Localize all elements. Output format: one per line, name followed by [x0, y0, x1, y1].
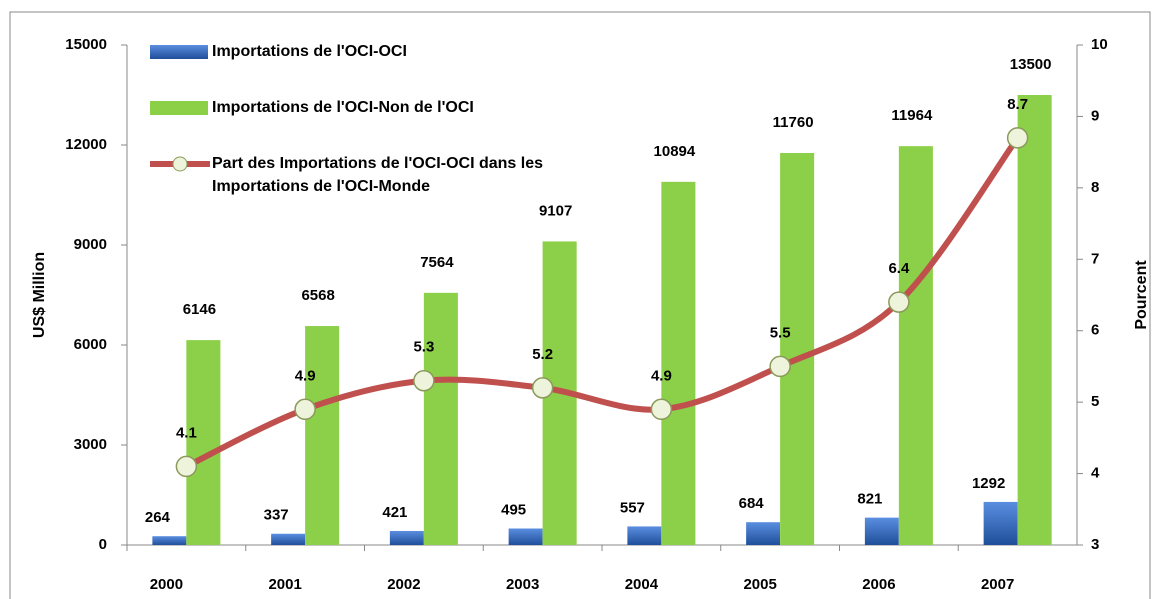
line-label: 6.4 — [888, 260, 910, 277]
bar-label: 11760 — [773, 114, 814, 131]
bar-label: 6568 — [301, 287, 334, 304]
line-marker — [175, 455, 198, 478]
x-tick-label: 2000 — [150, 576, 183, 593]
x-tick-label: 2006 — [862, 576, 895, 593]
bar-label: 821 — [857, 491, 882, 508]
line-marker — [888, 291, 910, 313]
frame — [9, 11, 1151, 599]
y-tick-label: 3000 — [74, 436, 107, 453]
y2-tick-label: 7 — [1091, 250, 1099, 267]
legend-label: Importations de l'OCI-OCI — [212, 43, 407, 60]
legend-label: Part des Importations de l'OCI-OCI dans … — [212, 155, 543, 195]
bar — [423, 292, 458, 545]
bar — [661, 181, 696, 545]
bar-label: 264 — [145, 509, 171, 526]
y-tick-label: 15000 — [65, 36, 107, 53]
line-marker — [1006, 127, 1029, 149]
x-tick-label: 2002 — [387, 576, 420, 593]
bar-label: 557 — [620, 499, 645, 516]
bar-label: 13500 — [1010, 56, 1052, 73]
x-tick-label: 2007 — [981, 576, 1014, 593]
y2-tick-label: 9 — [1091, 107, 1099, 124]
bar-label: 10894 — [654, 143, 696, 160]
line-label: 4.9 — [651, 367, 672, 384]
y-tick-label: 6000 — [74, 336, 107, 353]
line-label: 4.1 — [176, 424, 197, 441]
x-tick-label: 2003 — [506, 576, 539, 593]
legend-label: Importations de l'OCI-Non de l'OCI — [212, 99, 474, 116]
y2-tick-label: 3 — [1091, 536, 1099, 553]
y-tick-label: 9000 — [74, 236, 107, 253]
x-tick-label: 2004 — [625, 576, 659, 593]
x-tick-label: 2001 — [268, 576, 301, 593]
legend-swatch — [150, 45, 208, 59]
line-marker — [769, 355, 791, 378]
line-marker — [531, 377, 554, 399]
line-label: 8.7 — [1007, 96, 1028, 113]
bar — [898, 146, 933, 545]
bar — [186, 340, 221, 545]
bar — [1017, 95, 1052, 545]
bar-label: 337 — [264, 507, 289, 524]
y2-tick-label: 8 — [1091, 179, 1099, 196]
y2-tick-label: 4 — [1091, 465, 1100, 482]
bar — [627, 526, 662, 545]
x-tick-label: 2005 — [743, 576, 776, 593]
line-marker — [413, 369, 435, 392]
y2-tick-label: 5 — [1091, 393, 1099, 410]
y-axis-title: US$ Million — [31, 252, 48, 338]
bar — [271, 533, 306, 545]
bar — [305, 326, 340, 545]
line-label: 4.9 — [295, 367, 316, 384]
line-label: 5.3 — [413, 339, 434, 356]
bar-label: 11964 — [891, 107, 933, 124]
line-marker — [294, 398, 316, 421]
bar-label: 7564 — [420, 254, 454, 271]
y2-axis-title: Pourcent — [1133, 260, 1150, 330]
bar-label: 684 — [739, 495, 765, 512]
bar-label: 421 — [382, 504, 407, 521]
legend-marker — [172, 156, 188, 172]
bar-label: 9107 — [539, 202, 572, 219]
y2-tick-label: 10 — [1091, 36, 1108, 53]
y2-tick-label: 6 — [1091, 322, 1099, 339]
y-tick-label: 0 — [99, 536, 107, 553]
bar — [780, 153, 815, 545]
bar — [389, 530, 424, 545]
bar — [152, 536, 187, 545]
line-label: 5.5 — [770, 324, 791, 341]
legend-swatch — [150, 101, 208, 115]
bar — [746, 522, 781, 545]
y-tick-label: 12000 — [65, 136, 107, 153]
line-label: 5.2 — [532, 346, 553, 363]
bar — [983, 501, 1018, 545]
bar-label: 495 — [501, 501, 526, 518]
bar — [508, 528, 543, 545]
bar-label: 6146 — [183, 301, 216, 318]
bar — [864, 517, 899, 545]
bar-label: 1292 — [972, 475, 1005, 492]
line-marker — [650, 398, 673, 421]
